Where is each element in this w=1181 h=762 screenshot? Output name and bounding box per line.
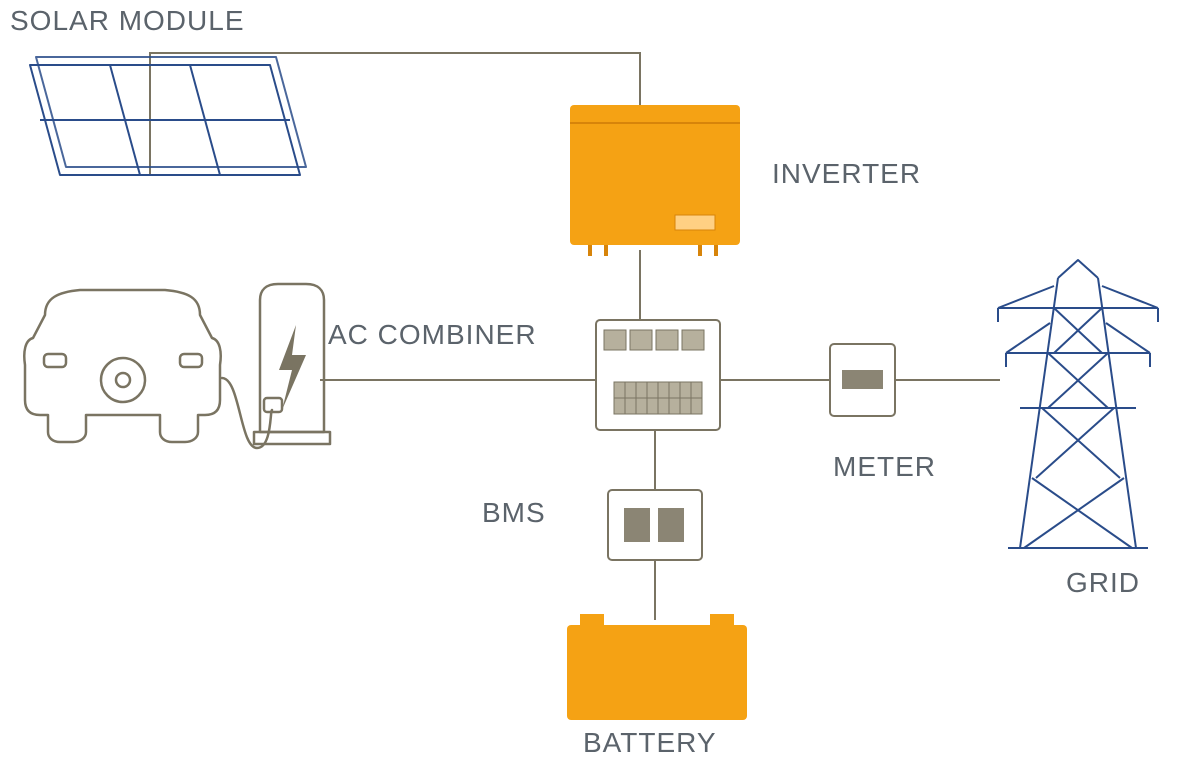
grid-label: GRID [1066,567,1140,598]
meter-label: METER [833,451,936,482]
ac-combiner-label: AC COMBINER [328,319,537,350]
solar-system-diagram: SOLAR MODULE INVERTER AC COMBINER METER … [0,0,1181,762]
solar-module-label: SOLAR MODULE [10,5,245,36]
grid-pylon-icon [998,260,1158,548]
edge-solar_module-inverter [150,53,640,175]
bms-label: BMS [482,497,546,528]
ev-charger-icon [24,284,330,448]
inverter-label: INVERTER [772,158,921,189]
ac-combiner-icon [596,320,720,430]
battery-label: BATTERY [583,727,717,758]
bms-icon [608,490,702,560]
inverter-icon [570,105,740,256]
solar-module-icon [30,57,306,175]
battery-icon [567,614,747,720]
meter-icon [830,344,895,416]
